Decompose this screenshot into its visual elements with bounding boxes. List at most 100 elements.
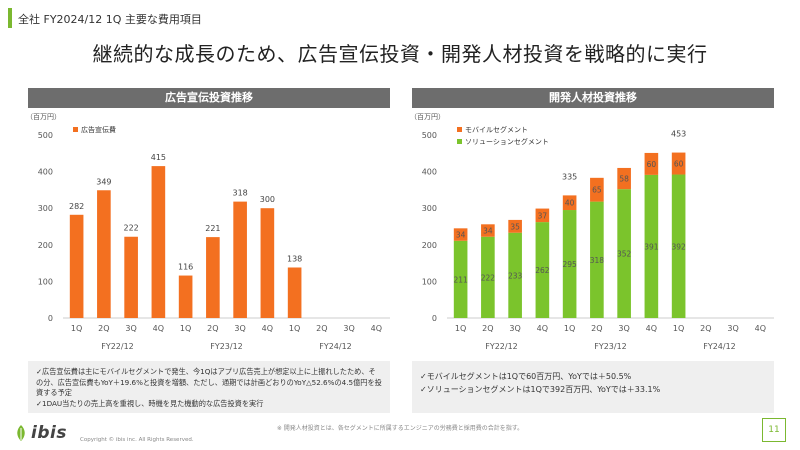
x-group-label: FY23/12 [210,342,243,351]
x-tick-label: 3Q [343,324,354,333]
legend-swatch [457,139,462,144]
bar [178,275,193,318]
y-tick-label: 500 [422,131,437,140]
bar [453,228,468,241]
x-group-label: FY24/12 [703,342,736,351]
bar-data-label: 318 [590,256,605,265]
bar-data-label: 282 [69,202,84,211]
legend-label: モバイルセグメント [465,125,528,134]
bar [287,267,302,318]
y-tick-label: 300 [422,204,437,213]
bar-data-label: 116 [178,263,193,272]
x-tick-label: 2Q [700,324,711,333]
ad-spend-notes: ✓広告宣伝費は主にモバイルセグメントで発生、今1Qはアプリ広告売上が想定以上に上… [28,361,390,413]
ad-spend-chart: （百万円） 0 100 200 300 400 500 広告宣伝費 1Q 282 2Q 349 3Q 22… [26,113,390,351]
x-tick-label: 3Q [125,324,136,333]
x-tick-label: 4Q [371,324,382,333]
dev-staff-notes: ✓モバイルセグメントは1Qで60百万円、YoYでは＋50.5% ✓ソリューション… [412,361,774,413]
ad-spend-note-1: ✓広告宣伝費は主にモバイルセグメントで発生、今1Qはアプリ広告売上が想定以上に上… [36,367,382,397]
y-tick-label: 0 [48,314,53,323]
bar [69,214,84,318]
y-tick-label: 100 [422,277,437,286]
bar-total-label: 335 [562,172,577,181]
bar [562,195,577,211]
x-tick-label: 2Q [98,324,109,333]
x-tick-label: 2Q [591,324,602,333]
y-tick-label: 300 [38,204,53,213]
y-unit-label: （百万円） [26,113,61,121]
x-tick-label: 1Q [289,324,300,333]
page-number: 11 [762,418,786,442]
x-tick-label: 3Q [234,324,245,333]
ad-spend-note-2: ✓1DAU当たりの売上高を重視し、時機を見た機動的な広告投資を実行 [36,398,264,408]
bar-data-label: 391 [644,242,659,251]
dev-staff-chart: （百万円） 0 100 200 300 400 500 モバイルセグメントソリューションセグメ… [410,113,774,351]
bar-data-label: 349 [96,177,111,186]
dev-staff-panel-header: 開発人材投資推移 [412,88,774,108]
bar-data-label: 415 [151,153,166,162]
bar-data-label: 138 [287,254,302,263]
x-tick-label: 2Q [316,324,327,333]
x-group-label: FY24/12 [319,342,352,351]
bar-data-label: 233 [508,271,523,280]
x-tick-label: 1Q [455,324,466,333]
bar-total-label: 453 [671,130,686,139]
section-accent-bar [8,8,12,28]
y-tick-label: 500 [38,131,53,140]
bar [481,224,495,237]
bar-data-label: 34 [483,227,493,236]
y-unit-label: （百万円） [410,113,445,121]
copyright: Copyright © ibis inc. All Rights Reserve… [80,437,194,443]
bar-data-label: 222 [123,224,138,233]
bar [671,152,686,175]
legend-label: 広告宣伝費 [81,125,116,134]
y-tick-label: 400 [422,168,437,177]
x-tick-label: 4Q [537,324,548,333]
footnote: ※ 開発人材投資とは、各セグメントに所属するエンジニアの労務費と採用費の合計を指… [276,425,524,432]
x-tick-label: 4Q [262,324,273,333]
y-tick-label: 200 [422,241,437,250]
y-tick-label: 0 [432,314,437,323]
bar [562,210,577,318]
page-title: 継続的な成長のため、広告宣伝投資・開発人材投資を戦略的に実行 [92,42,708,66]
dev-staff-note-1: ✓モバイルセグメントは1Qで60百万円、YoYでは＋50.5% [420,372,632,381]
x-group-label: FY23/12 [594,342,627,351]
bar-data-label: 35 [510,222,520,231]
x-group-label: FY22/12 [485,342,518,351]
x-tick-label: 3Q [727,324,738,333]
y-tick-label: 100 [38,277,53,286]
bar [644,152,659,175]
dev-staff-note-2: ✓ソリューションセグメントは1Qで392百万円、YoYでは＋33.1% [420,385,661,394]
bar-data-label: 318 [232,189,247,198]
x-tick-label: 4Q [646,324,657,333]
y-tick-label: 400 [38,168,53,177]
bar [453,240,468,318]
x-tick-label: 3Q [618,324,629,333]
bar [151,166,166,318]
x-tick-label: 1Q [673,324,684,333]
bar-data-label: 37 [538,211,548,220]
x-tick-label: 4Q [153,324,164,333]
bar-data-label: 60 [647,160,657,169]
x-tick-label: 2Q [482,324,493,333]
bar [617,189,631,318]
bar-data-label: 392 [671,242,686,251]
logo-text: ibis [31,423,67,443]
company-logo: ibis [14,423,67,443]
x-tick-label: 2Q [207,324,218,333]
bar-data-label: 262 [535,266,550,275]
bar-data-label: 300 [260,195,275,204]
bar [535,208,550,223]
bar [671,174,686,318]
bar [508,232,522,318]
x-tick-label: 1Q [71,324,82,333]
bar [644,174,659,318]
bar-data-label: 60 [674,160,684,169]
bar [260,208,275,318]
x-group-label: FY22/12 [101,342,134,351]
bar [206,237,220,318]
legend-label: ソリューションセグメント [465,137,549,146]
bar [508,219,522,233]
legend-swatch [73,127,78,132]
